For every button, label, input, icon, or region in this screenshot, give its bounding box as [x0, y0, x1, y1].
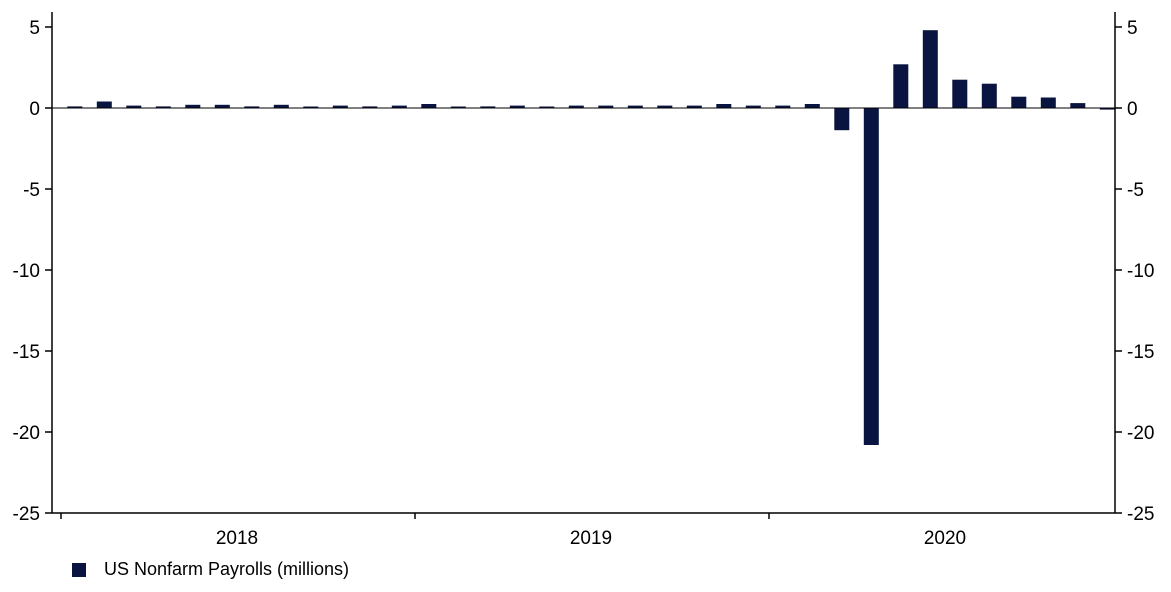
right-tick-label: -25: [1127, 504, 1154, 525]
left-tick-label: -20: [13, 423, 40, 444]
left-tick-label: -5: [23, 180, 40, 201]
bar-nov-2018: [362, 106, 378, 108]
left-tick-label: -25: [13, 504, 40, 525]
bar-jul-2018: [244, 106, 260, 108]
bar-jun-2018: [214, 104, 230, 108]
bar-may-2020: [893, 64, 909, 108]
bar-may-2019: [539, 106, 555, 108]
x-tick-label-2020: 2020: [924, 528, 966, 549]
right-tick-label: -15: [1127, 342, 1154, 363]
bar-jan-2020: [775, 105, 791, 108]
bar-sep-2020: [1011, 96, 1027, 108]
left-tick-label: 0: [29, 99, 40, 120]
bar-feb-2019: [450, 106, 466, 108]
bar-oct-2019: [686, 105, 702, 108]
x-ticks: 2018 2019 2020: [60, 513, 966, 549]
bar-mar-2019: [480, 106, 496, 108]
right-tick-label: 5: [1127, 18, 1138, 39]
x-tick-label-2018: 2018: [216, 528, 258, 549]
bar-apr-2020: [863, 108, 879, 445]
bar-feb-2020: [804, 104, 820, 108]
bar-sep-2018: [303, 106, 319, 108]
bar-dec-2019: [745, 105, 761, 108]
bar-aug-2020: [981, 83, 997, 108]
right-tick-label: -20: [1127, 423, 1154, 444]
bar-jul-2020: [952, 79, 968, 108]
bar-mar-2018: [126, 105, 142, 108]
bar-jan-2018: [67, 106, 83, 108]
bar-apr-2019: [509, 105, 525, 108]
bar-nov-2019: [716, 104, 732, 108]
bar-may-2018: [185, 104, 201, 108]
bar-apr-2018: [155, 106, 171, 108]
bar-dec-2018: [391, 105, 407, 108]
right-tick-label: -5: [1127, 180, 1144, 201]
bar-jul-2019: [598, 105, 614, 108]
bar-nov-2020: [1070, 103, 1086, 108]
left-y-ticks: 5 0 -5 -10 -15 -20 -25: [13, 18, 52, 525]
x-tick-label-2019: 2019: [570, 528, 612, 549]
right-y-ticks: 5 0 -5 -10 -15 -20 -25: [1115, 18, 1154, 525]
bar-oct-2018: [332, 105, 348, 108]
bar-oct-2020: [1040, 97, 1056, 108]
left-tick-label: 5: [29, 18, 40, 39]
bar-mar-2020: [834, 108, 850, 131]
bar-aug-2018: [273, 104, 289, 108]
bar-aug-2019: [627, 105, 643, 108]
bar-feb-2018: [96, 101, 112, 108]
bar-dec-2020: [1099, 108, 1115, 110]
left-tick-label: -15: [13, 342, 40, 363]
bar-sep-2019: [657, 105, 673, 108]
bar-jan-2019: [421, 104, 437, 108]
legend-swatch: [72, 562, 86, 577]
left-tick-label: -10: [13, 261, 40, 282]
right-tick-label: -10: [1127, 261, 1154, 282]
bar-jun-2019: [568, 105, 584, 108]
legend-label: US Nonfarm Payrolls (millions): [104, 559, 350, 579]
bars-group: [67, 30, 1115, 445]
right-tick-label: 0: [1127, 99, 1138, 120]
bar-jun-2020: [922, 30, 938, 109]
legend: US Nonfarm Payrolls (millions): [72, 559, 349, 580]
